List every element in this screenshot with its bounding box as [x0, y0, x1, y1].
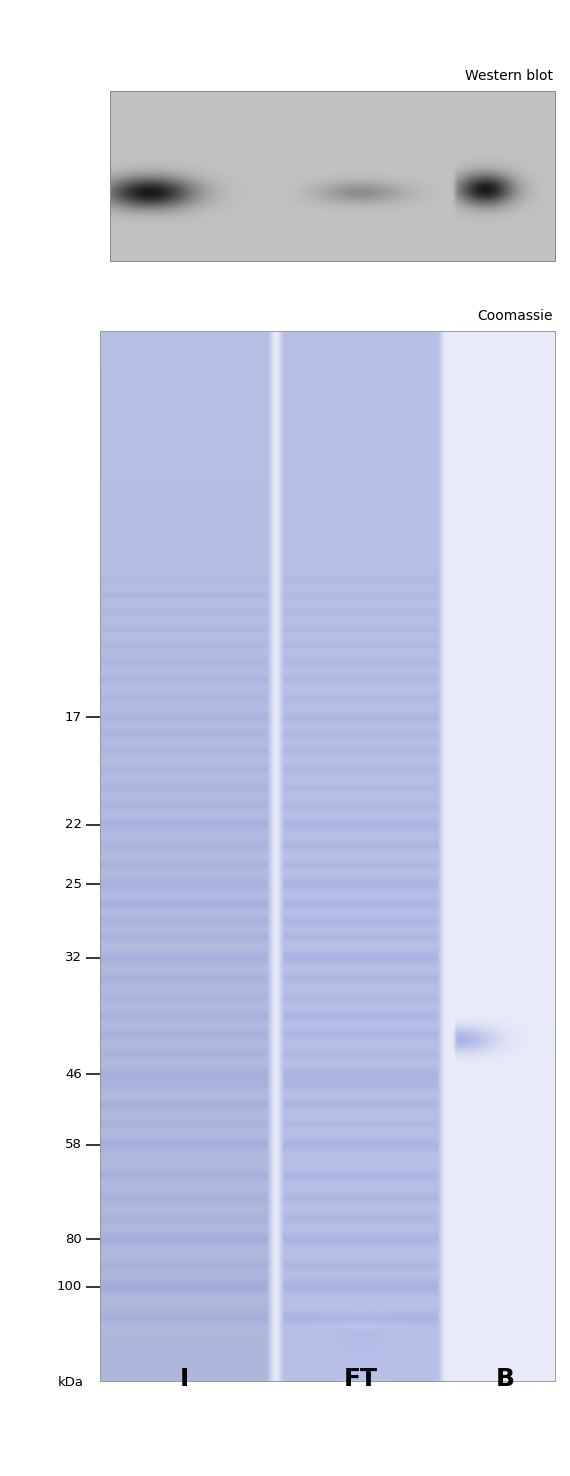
Bar: [100, 331, 555, 1382]
Text: 46: 46: [65, 1069, 82, 1080]
Text: 100: 100: [57, 1280, 82, 1293]
Text: 80: 80: [65, 1232, 82, 1246]
Text: 22: 22: [65, 818, 82, 831]
Text: FT: FT: [344, 1367, 377, 1390]
Bar: [110, 92, 555, 261]
Text: 25: 25: [65, 878, 82, 892]
Text: kDa: kDa: [58, 1376, 84, 1389]
Text: 58: 58: [65, 1138, 82, 1151]
Text: I: I: [180, 1367, 189, 1390]
Text: Coomassie: Coomassie: [478, 308, 553, 323]
Text: 17: 17: [65, 711, 82, 723]
Text: Western blot: Western blot: [465, 69, 553, 83]
Text: 32: 32: [65, 952, 82, 964]
Text: B: B: [495, 1367, 515, 1390]
